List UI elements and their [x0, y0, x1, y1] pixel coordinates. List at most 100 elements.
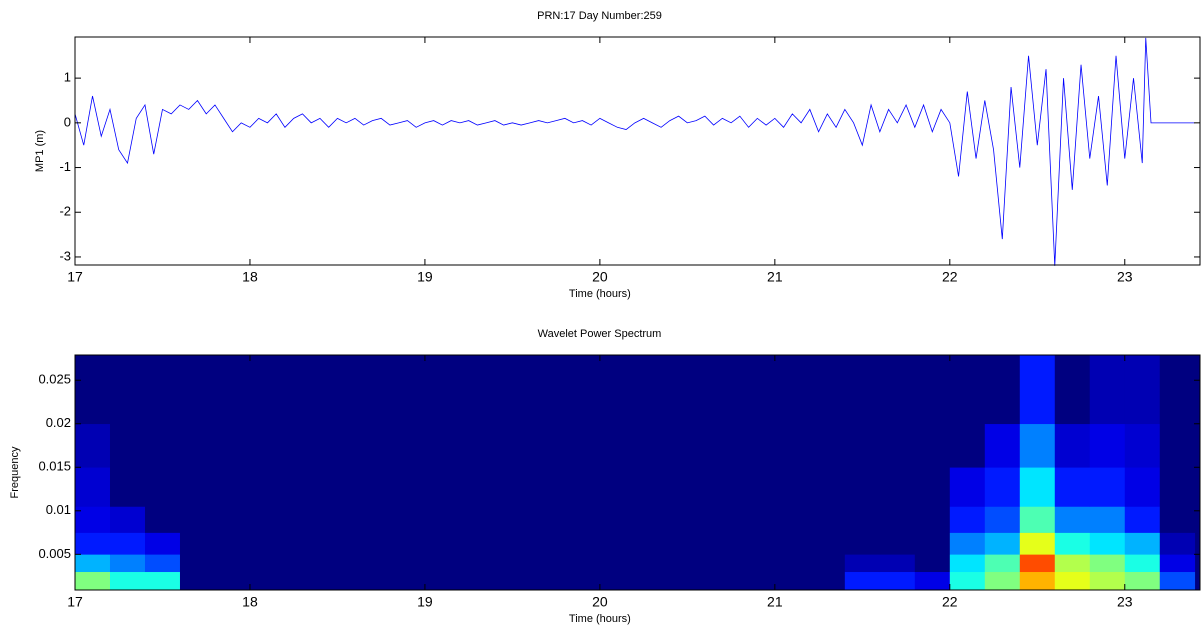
heat-cell	[1054, 554, 1091, 573]
heat-cell	[1159, 532, 1196, 555]
heat-cell	[424, 355, 461, 425]
heat-cell	[564, 571, 601, 591]
heat-cell	[284, 506, 321, 533]
heat-cell	[739, 467, 776, 507]
heat-cell	[284, 467, 321, 507]
heat-cell	[809, 423, 846, 468]
heat-cell	[1159, 355, 1196, 425]
heat-cell	[1089, 571, 1126, 591]
heat-cell	[914, 506, 951, 533]
heat-cell	[424, 423, 461, 468]
heat-cell	[179, 355, 216, 425]
heat-cell	[75, 532, 111, 555]
heat-cell	[984, 355, 1021, 425]
heat-cell	[179, 554, 216, 573]
heat-cell	[949, 355, 986, 425]
heat-cell	[424, 467, 461, 507]
heat-cell	[669, 506, 706, 533]
heat-cell	[319, 506, 356, 533]
heat-cell	[214, 554, 251, 573]
chart-title: PRN:17 Day Number:259	[537, 10, 662, 22]
heat-cell	[809, 355, 846, 425]
heat-cell	[809, 467, 846, 507]
heat-cell	[389, 467, 426, 507]
heat-cell	[1089, 355, 1126, 425]
heat-cell	[564, 554, 601, 573]
heat-cell	[879, 532, 916, 555]
x-tick-label: 23	[1117, 594, 1133, 610]
heat-cell	[529, 571, 566, 591]
heat-cell	[494, 467, 531, 507]
heat-cell	[459, 355, 496, 425]
heat-cell	[1054, 506, 1091, 533]
heat-cell	[529, 467, 566, 507]
heat-cell	[1019, 554, 1056, 573]
heat-cell	[704, 355, 741, 425]
heat-cell	[319, 423, 356, 468]
heat-cell	[459, 554, 496, 573]
heat-cell	[949, 554, 986, 573]
heat-cell	[739, 355, 776, 425]
heat-cell	[984, 467, 1021, 507]
heat-cell	[1124, 571, 1161, 591]
heat-cell	[354, 467, 391, 507]
heat-cell	[249, 423, 286, 468]
heat-cell	[634, 532, 671, 555]
heat-cell	[844, 532, 881, 555]
heat-cell	[1089, 532, 1126, 555]
heat-cell	[739, 506, 776, 533]
heat-cell	[319, 467, 356, 507]
heat-cell	[214, 355, 251, 425]
heat-cell	[144, 355, 181, 425]
heat-cell	[1159, 506, 1196, 533]
heat-cell	[284, 554, 321, 573]
heat-cell	[774, 571, 811, 591]
heat-cell	[984, 506, 1021, 533]
heat-cell	[599, 571, 636, 591]
heat-cell	[739, 532, 776, 555]
heat-cell	[529, 506, 566, 533]
heat-cell	[949, 532, 986, 555]
heat-cell	[774, 423, 811, 468]
heat-cell	[879, 554, 916, 573]
heat-cell	[704, 467, 741, 507]
heat-cell	[914, 554, 951, 573]
heat-cell	[1019, 506, 1056, 533]
heat-cell	[564, 467, 601, 507]
heat-cell	[634, 467, 671, 507]
heat-cell	[914, 467, 951, 507]
heat-cell	[214, 571, 251, 591]
x-tick-label: 22	[942, 269, 958, 285]
heat-cell	[844, 571, 881, 591]
heat-cell	[949, 467, 986, 507]
heat-cell	[844, 554, 881, 573]
heat-cell	[1054, 467, 1091, 507]
heat-cell	[354, 554, 391, 573]
x-tick-label: 19	[417, 594, 433, 610]
chart-title: Wavelet Power Spectrum	[538, 328, 662, 340]
heat-cell	[494, 423, 531, 468]
heat-cell	[249, 571, 286, 591]
heat-cell	[1124, 554, 1161, 573]
heat-cell	[1019, 423, 1056, 468]
heat-cell	[809, 506, 846, 533]
heat-cell	[984, 571, 1021, 591]
heat-cell	[1054, 423, 1091, 468]
heat-cell	[1054, 571, 1091, 591]
heat-cell	[599, 423, 636, 468]
heat-cell	[1019, 532, 1056, 555]
heat-cell	[214, 506, 251, 533]
heat-cell	[809, 532, 846, 555]
heat-cell	[319, 554, 356, 573]
heat-cell	[739, 571, 776, 591]
heat-cell	[249, 506, 286, 533]
heat-cell	[1124, 355, 1161, 425]
heat-cell	[389, 554, 426, 573]
y-axis-label: Frequency	[9, 446, 21, 498]
heat-cell	[809, 571, 846, 591]
heat-cell	[634, 423, 671, 468]
heat-cell	[319, 571, 356, 591]
heat-cell	[284, 423, 321, 468]
heat-cell	[179, 467, 216, 507]
heat-cell	[109, 423, 146, 468]
